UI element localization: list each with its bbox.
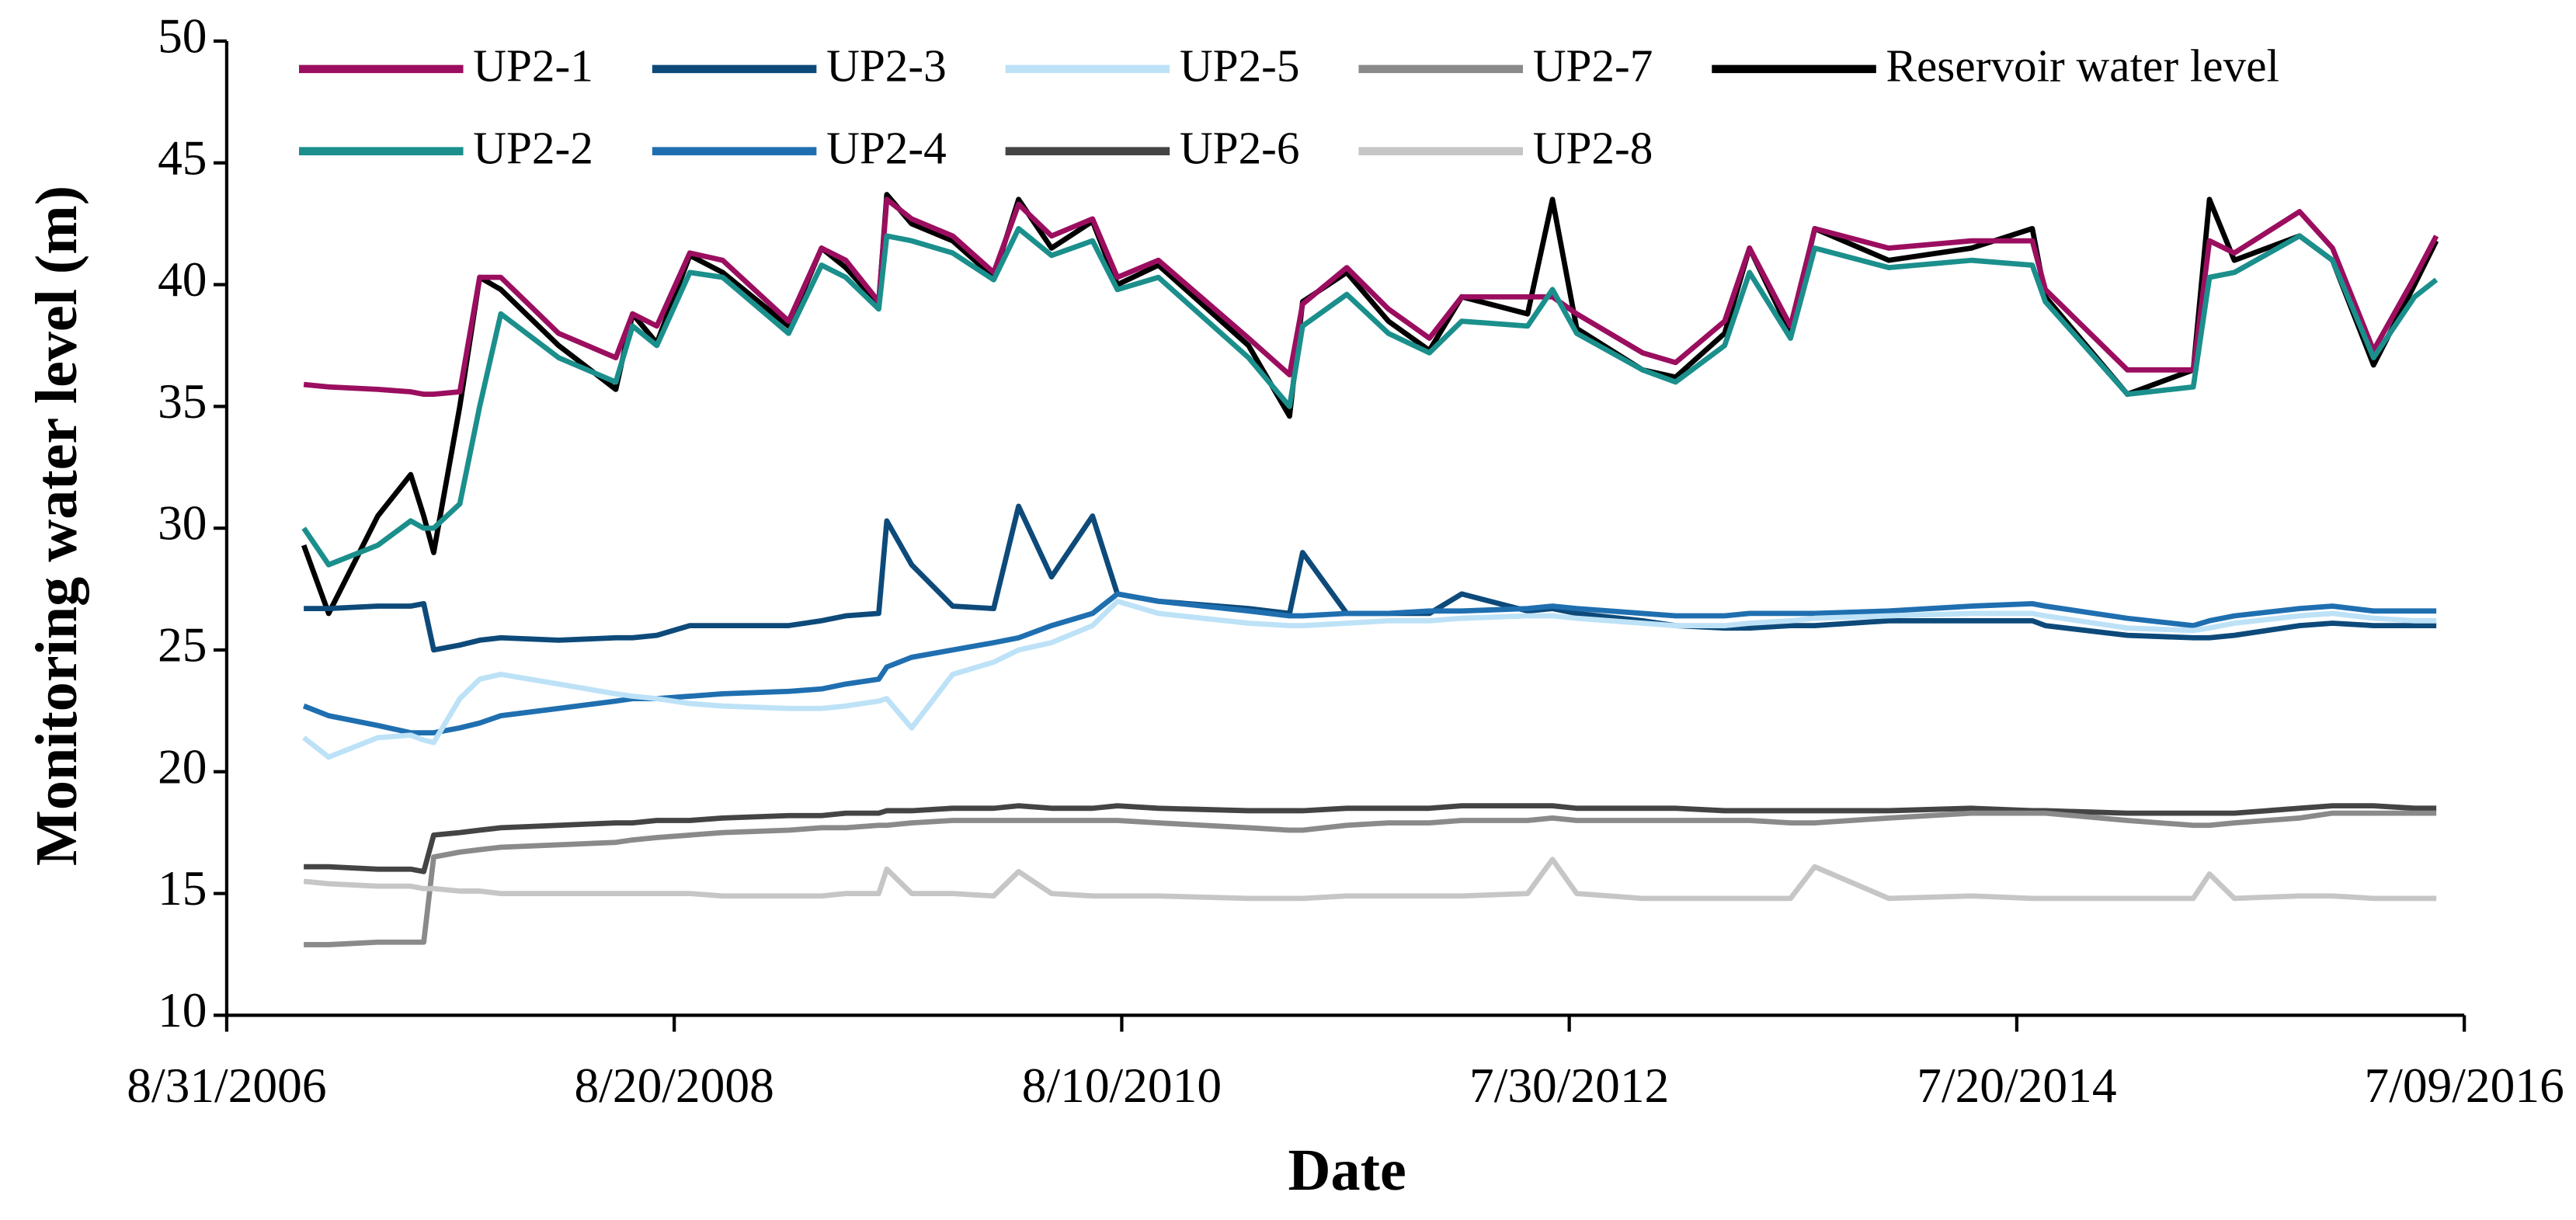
- y-tick-label: 30: [158, 495, 207, 551]
- series-line: [304, 810, 2437, 947]
- y-tick-label: 40: [158, 252, 207, 307]
- x-tick-label: 8/31/2006: [127, 1058, 326, 1113]
- series-line: [302, 598, 2437, 760]
- series-line: [302, 591, 2437, 735]
- y-tick-label: 35: [158, 374, 207, 429]
- x-tick-label: 7/30/2012: [1469, 1058, 1669, 1113]
- x-axis-title: Date: [1288, 1138, 1406, 1203]
- legend-label: UP2-7: [1533, 40, 1653, 92]
- series-line: [301, 226, 2439, 568]
- x-tick-label: 8/20/2008: [574, 1058, 773, 1113]
- series-line: [301, 192, 2439, 617]
- series-line: [303, 857, 2437, 902]
- y-tick-label: 15: [158, 860, 207, 916]
- y-tick-label: 10: [158, 982, 207, 1038]
- y-tick-label: 20: [158, 739, 207, 794]
- legend-label: UP2-8: [1533, 122, 1653, 173]
- legend-label: UP2-6: [1180, 122, 1300, 173]
- x-tick-label: 7/09/2016: [2364, 1058, 2564, 1113]
- legend-label: UP2-1: [473, 40, 593, 92]
- legend-label: Reservoir water level: [1886, 40, 2279, 92]
- x-tick-label: 7/20/2014: [1917, 1058, 2116, 1113]
- legend-label: UP2-5: [1180, 40, 1300, 92]
- legend-label: UP2-2: [473, 122, 593, 173]
- y-axis-title: Monitoring water level (m): [24, 186, 89, 866]
- legend-label: UP2-4: [826, 122, 947, 173]
- legend-label: UP2-3: [826, 40, 947, 92]
- y-tick-label: 45: [158, 130, 207, 185]
- x-tick-label: 8/10/2010: [1022, 1058, 1222, 1113]
- series-line: [303, 196, 2439, 398]
- y-tick-label: 50: [158, 8, 207, 63]
- y-tick-label: 25: [158, 617, 207, 673]
